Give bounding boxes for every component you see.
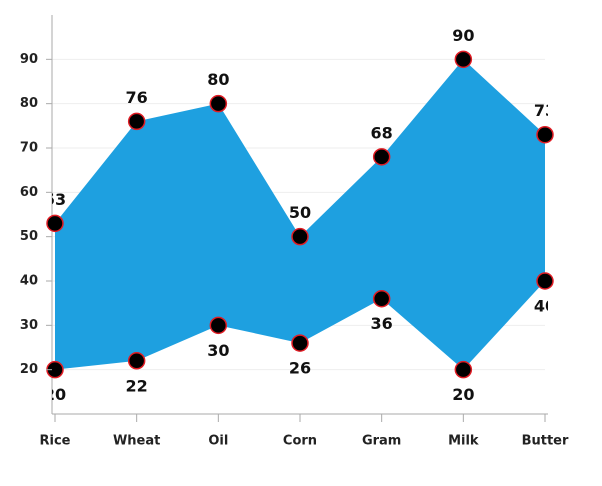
data-label: 30 [207, 341, 229, 360]
marker [209, 316, 228, 335]
x-tick-label: Corn [283, 434, 317, 449]
x-tick-label: Oil [208, 434, 228, 449]
x-tick-label: Rice [40, 434, 71, 449]
data-label: 73 [534, 101, 556, 120]
area-layer [55, 59, 545, 370]
marker [291, 334, 309, 352]
y-tick-label: 30 [20, 318, 38, 333]
axis-labels: 20 30 40 50 60 70 80 90 Rice Wheat Oil Corn Gram Milk… [20, 52, 569, 449]
data-label: 36 [371, 314, 393, 333]
data-label: 40 [534, 297, 556, 316]
data-label: 90 [452, 26, 474, 45]
range-area [55, 59, 545, 370]
y-tick-label: 60 [20, 185, 38, 200]
marker [127, 112, 146, 131]
marker [209, 94, 228, 113]
data-label: 50 [289, 203, 311, 222]
marker [46, 214, 64, 233]
data-label: 68 [371, 123, 393, 142]
y-tick-label: 20 [20, 362, 38, 377]
data-label: 20 [44, 385, 66, 404]
x-tick-label: Butter [522, 434, 569, 449]
data-label: 26 [289, 359, 311, 378]
y-tick-label: 70 [20, 141, 38, 156]
marker [372, 289, 391, 308]
label-layer: 53 76 80 50 68 90 73 20 22 30 26 36 20 40 [44, 26, 556, 404]
y-tick-label: 80 [20, 96, 38, 111]
y-tick-label: 40 [20, 274, 38, 289]
marker [127, 352, 146, 370]
y-tick-label: 90 [20, 52, 38, 67]
marker [454, 50, 473, 69]
data-label: 76 [126, 88, 148, 107]
marker-layer [46, 50, 554, 379]
x-tick-label: Wheat [113, 434, 160, 449]
marker [536, 272, 554, 290]
marker [454, 360, 473, 379]
y-tick-label: 50 [20, 229, 38, 244]
data-label: 20 [452, 385, 474, 404]
data-label: 80 [207, 70, 229, 89]
marker [372, 148, 391, 166]
marker [291, 227, 309, 246]
x-tick-label: Gram [362, 434, 401, 449]
marker [536, 125, 554, 144]
data-label: 22 [126, 376, 148, 395]
data-label: 53 [44, 190, 66, 209]
x-tick-label: Milk [448, 434, 479, 449]
